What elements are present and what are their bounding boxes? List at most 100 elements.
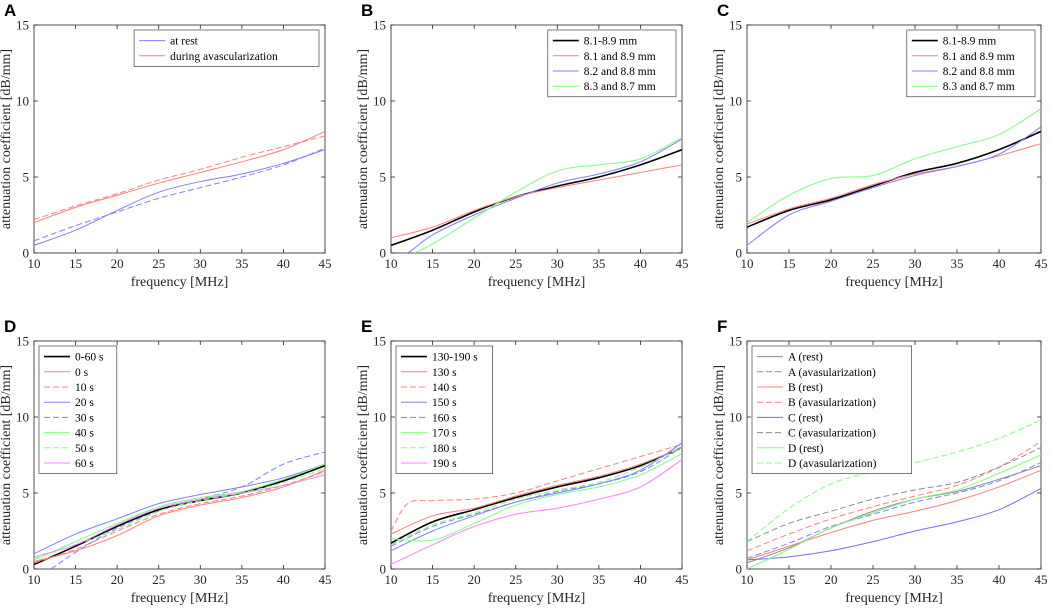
series-line — [747, 143, 1041, 225]
x-axis-label: frequency [MHz] — [845, 591, 943, 606]
series-line — [406, 138, 682, 253]
legend-label: 160 s — [432, 412, 457, 424]
x-tick-label: 15 — [783, 572, 796, 587]
x-tick-label: 30 — [551, 572, 564, 587]
series-line — [391, 164, 682, 239]
y-axis-label: attenuation coefficient [dB/mm] — [0, 365, 14, 545]
panel-letter: D — [4, 317, 16, 336]
y-tick-label: 0 — [23, 246, 30, 261]
legend-label: during avascularization — [170, 51, 278, 63]
chart-panel-e: 10 15 20 25 30 35 40 45 0 5 10 15 frequency [MHz] att… — [356, 317, 689, 606]
x-tick-label: 15 — [69, 256, 82, 271]
legend-label: B (rest) — [788, 382, 823, 394]
y-axis-label: attenuation coefficient [dB/mm] — [712, 365, 727, 545]
y-tick-label: 15 — [729, 334, 742, 349]
series-line — [34, 463, 325, 555]
legend-label: 10 s — [75, 382, 94, 394]
legend-label: 8.1-8.9 mm — [584, 36, 637, 48]
x-tick-label: 30 — [194, 256, 207, 271]
chart-panel-a: 10 15 20 25 30 35 40 45 0 5 10 15 frequency [MHz] att… — [0, 1, 332, 290]
x-tick-label: 40 — [277, 572, 290, 587]
legend-label: 8.2 and 8.8 mm — [943, 66, 1015, 78]
legend-box — [38, 345, 118, 474]
chart-panel-f: 10 15 20 25 30 35 40 45 0 5 10 15 frequency [MHz] att… — [712, 317, 1048, 606]
legend-box — [133, 29, 320, 67]
x-tick-label: 35 — [951, 572, 964, 587]
x-axis-label: frequency [MHz] — [131, 275, 229, 290]
x-tick-label: 45 — [319, 572, 332, 587]
x-tick-label: 10 — [385, 572, 398, 587]
series-line — [49, 451, 325, 569]
legend: A (rest) A (avasularization) B (rest) B (av… — [751, 345, 912, 474]
x-tick-label: 35 — [951, 256, 964, 271]
panel-letter: A — [4, 1, 16, 20]
x-tick-label: 40 — [993, 572, 1006, 587]
x-axis-label: frequency [MHz] — [131, 591, 229, 606]
legend: 0-60 s 0 s 10 s 20 s 30 s 40 s 50 s 60 s — [38, 345, 118, 474]
y-axis-label: attenuation coefficient [dB/mm] — [356, 49, 371, 229]
legend-label: D (rest) — [788, 443, 824, 455]
series-line — [391, 453, 682, 542]
legend-label: A (avasularization) — [788, 367, 876, 379]
y-tick-label: 5 — [23, 486, 30, 501]
y-tick-label: 5 — [380, 170, 387, 185]
legend-label: 0 s — [75, 367, 89, 379]
series-line — [34, 474, 325, 558]
y-tick-label: 5 — [23, 170, 30, 185]
y-axis-label: attenuation coefficient [dB/mm] — [0, 49, 14, 229]
legend-label: 60 s — [75, 458, 94, 470]
y-tick-label: 0 — [380, 246, 387, 261]
legend: at rest during avascularization — [133, 29, 320, 67]
x-tick-label: 15 — [69, 572, 82, 587]
x-tick-label: 20 — [825, 256, 838, 271]
legend-label: C (rest) — [788, 412, 823, 424]
legend: 8.1-8.9 mm 8.1 and 8.9 mm 8.2 and 8.8 mm 8.… — [906, 29, 1036, 98]
y-tick-label: 10 — [729, 410, 742, 425]
legend-label: B (avasularization) — [788, 397, 876, 409]
panel-letter: C — [717, 1, 729, 20]
series-group — [34, 130, 325, 246]
series-line — [747, 446, 1041, 543]
series-line — [391, 442, 682, 552]
y-tick-label: 0 — [736, 246, 743, 261]
panel-letter: E — [361, 317, 372, 336]
x-tick-label: 25 — [509, 256, 522, 271]
legend-label: 8.1-8.9 mm — [943, 36, 996, 48]
x-tick-label: 35 — [592, 256, 605, 271]
series-line — [34, 469, 325, 562]
y-axis-label: attenuation coefficient [dB/mm] — [356, 365, 371, 545]
x-tick-label: 40 — [993, 256, 1006, 271]
x-tick-label: 25 — [509, 572, 522, 587]
x-tick-label: 10 — [28, 572, 41, 587]
chart-panel-b: 10 15 20 25 30 35 40 45 0 5 10 15 frequency [MHz] att… — [356, 1, 689, 290]
y-tick-label: 10 — [16, 94, 29, 109]
x-tick-label: 30 — [909, 572, 922, 587]
x-tick-label: 45 — [1035, 572, 1048, 587]
x-tick-label: 45 — [1035, 256, 1048, 271]
legend-label: 0-60 s — [75, 352, 104, 364]
x-tick-label: 45 — [676, 256, 689, 271]
series-line — [747, 462, 1041, 559]
y-tick-label: 0 — [736, 562, 743, 577]
x-tick-label: 25 — [867, 256, 880, 271]
legend-label: 140 s — [432, 382, 457, 394]
legend-label: C (avasularization) — [788, 428, 876, 440]
x-axis-label: frequency [MHz] — [488, 591, 586, 606]
x-tick-label: 10 — [741, 256, 754, 271]
series-line — [747, 108, 1041, 224]
y-tick-label: 10 — [16, 410, 29, 425]
legend-label: D (avasularization) — [788, 458, 877, 470]
x-tick-label: 30 — [909, 256, 922, 271]
legend-label: 40 s — [75, 428, 94, 440]
legend-label: 150 s — [432, 397, 457, 409]
y-tick-label: 10 — [373, 410, 386, 425]
legend-label: 8.1 and 8.9 mm — [943, 51, 1015, 63]
y-tick-label: 15 — [373, 18, 386, 33]
series-line — [34, 147, 325, 242]
y-tick-label: 5 — [736, 170, 743, 185]
series-line — [747, 440, 1041, 552]
y-tick-label: 15 — [729, 18, 742, 33]
series-group — [34, 451, 325, 569]
legend-label: 50 s — [75, 443, 94, 455]
